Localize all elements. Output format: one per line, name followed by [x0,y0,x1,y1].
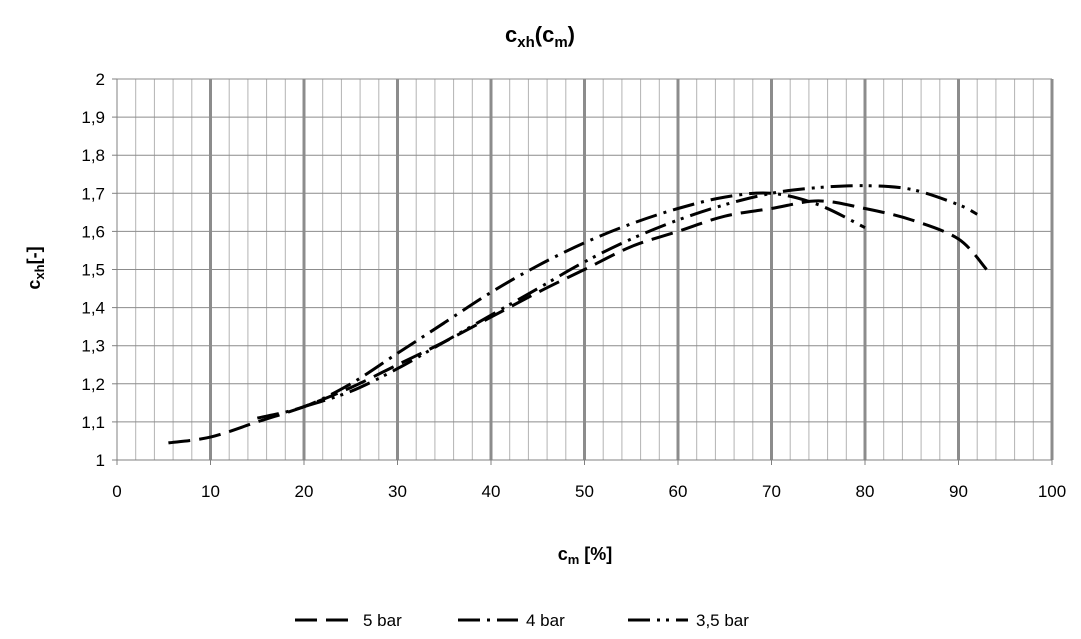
legend-label-2: 3,5 bar [696,611,749,630]
legend: 5 bar 4 bar 3,5 bar [295,611,749,630]
y-tick-label: 1,5 [81,261,105,280]
x-tick-label: 80 [856,482,875,501]
legend-label-1: 4 bar [526,611,565,630]
series-line-2 [303,184,978,409]
x-tick-label: 50 [575,482,594,501]
y-tick-label: 1,8 [81,146,105,165]
x-tick-label: 60 [669,482,688,501]
x-tick-label: 0 [112,482,121,501]
axes: 11,11,21,31,41,51,61,71,81,920 10 20 30 40 50… [81,70,1066,501]
y-tick-label: 1,4 [81,299,105,318]
y-tick-label: 1 [96,451,105,470]
chart-title: cxh(cm) [505,22,575,51]
grid [117,78,1054,460]
y-tick-label: 1,3 [81,337,105,356]
x-tick-label: 70 [762,482,781,501]
x-tick-label: 20 [295,482,314,501]
x-tick-label: 30 [388,482,407,501]
y-tick-label: 2 [96,70,105,89]
y-axis-label: cxh[-] [24,246,47,289]
y-tick-label: 1,9 [81,108,105,127]
x-tick-label: 90 [949,482,968,501]
y-tick-label: 1,7 [81,184,105,203]
x-axis-label: cm [%] [558,544,613,567]
x-tick-label: 40 [482,482,501,501]
y-tick-label: 1,6 [81,222,105,241]
x-tick-label: 100 [1038,482,1066,501]
series-line-1 [256,191,866,420]
series-layer [168,184,988,445]
x-tick-label: 10 [201,482,220,501]
y-tick-label: 1,2 [81,375,105,394]
legend-label-0: 5 bar [363,611,402,630]
y-tick-label: 1,1 [81,413,105,432]
